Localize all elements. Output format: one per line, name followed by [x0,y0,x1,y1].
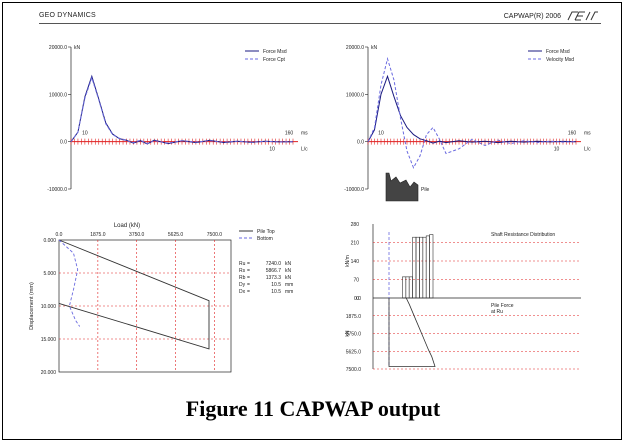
pile-force-tick-label: 7500.0 [346,367,362,373]
force-match-top-tick-label: 160 [285,131,294,137]
pile-force-legend-sublabel: at Ru [491,309,503,315]
wave-match-bottom-tick-label: 10 [554,147,560,153]
result-unit: kN [285,275,292,281]
shaft-resistance-bar [412,236,417,299]
shaft-resistance-bar [415,236,420,299]
shaft-tick-label: 70 [353,278,359,284]
wave-match-y-tick-label: -10000.0 [344,187,364,193]
force-match-y-tick-label: -10000.0 [47,187,67,193]
wave-match-bottom-axis-label: L/c [584,147,591,153]
pile-force-tick-label: 3750.0 [346,332,362,338]
load-axis-title: Load (kN) [114,223,140,229]
load-tick-label: 5625.0 [168,232,184,238]
displacement-tick-label: 10.000 [41,304,57,310]
result-value: 10.5 [271,289,281,295]
pile-force-tick-label: 1875.0 [346,314,362,320]
wave-match-y-tick-label: 10000.0 [346,92,364,98]
result-label: Dx [239,289,246,295]
result-unit: kN [285,261,292,267]
wave-match-top-axis-label: ms [584,131,591,137]
shaft-resistance-bar [425,235,430,299]
force-match-y-tick-label: 10000.0 [49,92,67,98]
software-name: CAPWAP(R) 2006 [504,11,599,21]
result-unit: mm [285,282,293,288]
capwap-charts: 20000.0 10000.0 0.0 -10000.0 kN 10 160 ms 10 L/c F… [29,45,591,376]
result-equals: = [247,268,250,274]
result-label: Ru [239,261,246,267]
force-match-unit-label: kN [74,45,81,51]
force-match-top-axis-label: ms [301,131,308,137]
pile-force-axis-title: kN [345,330,351,337]
wave-match-series-computed [367,56,577,169]
displacement-tick-label: 20.000 [41,370,57,376]
result-value: 5866.7 [266,268,282,274]
result-value: 7240.0 [266,261,282,267]
force-match-legend-label: Force Cpt [263,57,286,63]
displacement-tick-label: 15.000 [41,337,57,343]
result-unit: mm [285,289,293,295]
shaft-tick-label: 0 [356,296,359,302]
wave-match-legend-label: Velocity Msd [546,57,574,63]
result-value: 1373.3 [266,275,282,281]
shaft-resistance-bar [419,236,424,299]
shaft-resistance-bar [402,276,407,299]
result-equals: = [247,289,250,295]
result-label: Dy [239,282,246,288]
wave-match-legend-label: Force Msd [546,49,570,55]
wave-match-top-tick-label: 10 [378,131,384,137]
shaft-tick-label: 140 [351,259,360,265]
load-tick-label: 0.0 [56,232,63,238]
force-match-series-measured [70,74,294,145]
force-match-bottom-axis-label: L/c [301,147,308,153]
pile-force-legend-label: Pile Force [491,303,514,309]
shaft-resistance-bar [422,236,427,299]
result-equals: = [247,261,250,267]
figure-caption: Figure 11 CAPWAP output [185,396,441,421]
force-match-y-tick-label: 0.0 [60,140,67,146]
result-equals: = [247,275,250,281]
displacement-axis-title: Displacement (mm) [29,282,35,330]
load-displacement-series-bottom [58,239,81,327]
wave-match-top-tick-label: 160 [568,131,577,137]
force-match-legend-label: Force Msd [263,49,287,55]
load-tick-label: 3750.0 [129,232,145,238]
result-label: Rb [239,275,246,281]
load-displacement-series-pile-top [58,239,210,350]
result-value: 10.5 [271,282,281,288]
header-rule [39,23,601,24]
wave-match-y-tick-label: 20000.0 [346,45,364,51]
force-match-bottom-tick-label: 10 [269,147,275,153]
shaft-axis-title: kN/m [345,255,351,267]
wave-match-y-tick-label: 0.0 [357,140,364,146]
force-match-top-tick-label: 10 [82,131,88,137]
company-name: GEO DYNAMICS [39,12,96,19]
software-label: CAPWAP(R) 2006 [503,12,562,20]
pile-annotation-label: Pile [421,187,430,193]
result-label: Rs [239,268,246,274]
shaft-resistance-bar [429,234,434,299]
shaft-resistance-bar [405,276,410,299]
load-displacement-legend-label: Pile Top [257,229,275,235]
pile-sketch-icon [385,172,419,202]
shaft-tick-label: 280 [351,222,360,228]
force-match-series-computed [70,76,294,145]
shaft-legend-label: Shaft Resistance Distribution [491,232,555,238]
pdi-logo-icon [567,11,598,21]
shaft-resistance-bar [408,276,413,299]
displacement-tick-label: 0.000 [43,238,56,244]
load-displacement-legend-label: Bottom [257,236,273,242]
load-tick-label: 1875.0 [90,232,106,238]
wave-match-unit-label: kN [371,45,378,51]
displacement-tick-label: 5.000 [43,271,56,277]
result-unit: kN [285,268,292,274]
result-equals: = [247,282,250,288]
load-tick-label: 7500.0 [207,232,223,238]
shaft-tick-label: 210 [351,241,360,247]
pile-force-series [388,297,436,367]
pile-force-tick-label: 5625.0 [346,349,362,355]
pile-force-tick-label: 0.0 [354,296,361,302]
force-match-y-tick-label: 20000.0 [49,45,67,51]
